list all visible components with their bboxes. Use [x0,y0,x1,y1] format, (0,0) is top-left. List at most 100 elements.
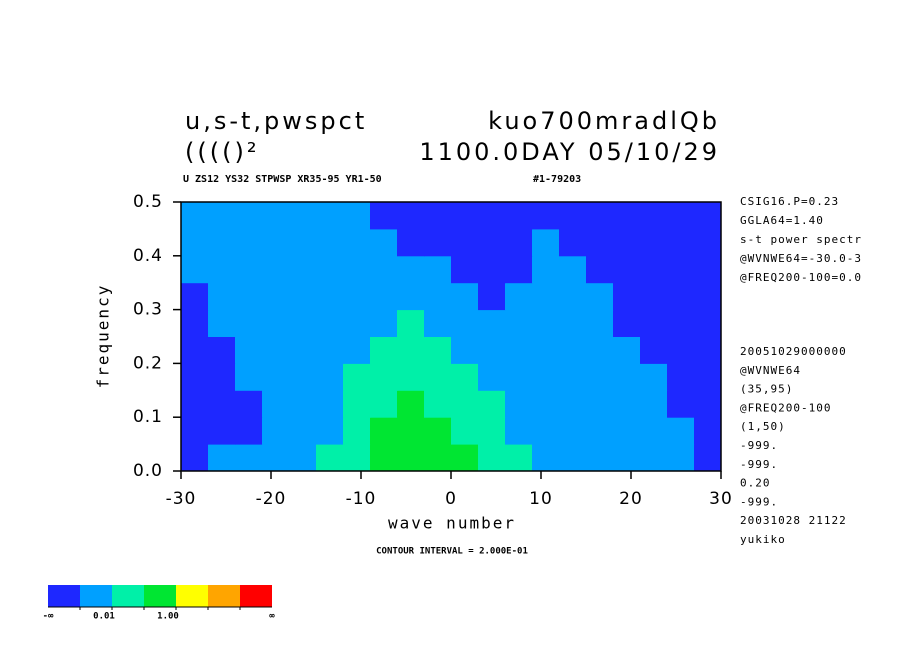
contour-cell [289,444,317,472]
contour-cell [181,363,209,391]
contour-cell [505,363,533,391]
contour-cell [181,255,209,284]
contour-cell [451,417,479,445]
contour-cell [370,336,398,364]
contour-cell [316,282,344,311]
contour-cell [289,336,317,364]
contour-cell [640,390,668,418]
contour-cell [613,228,641,257]
note: GGLA64=1.40 [740,214,824,227]
contour-cell [478,255,506,284]
contour-cell [262,309,290,337]
contour-cell [181,417,209,445]
contour-cell [289,282,317,311]
contour-cell [424,444,452,472]
contour-cell [694,228,722,257]
contour-cell [397,336,425,364]
x-tick-label: 20 [619,489,643,509]
contour-cell [262,444,290,472]
colorbar-label: -∞ [43,612,54,622]
contour-cell [235,228,263,257]
x-tick-label: 0 [445,489,457,509]
subtitle-right: #1-79203 [533,174,581,185]
contour-cell [586,390,614,418]
contour-cell [667,363,695,391]
contour-cell [451,228,479,257]
contour-cell [424,255,452,284]
contour-cell [343,282,371,311]
x-tick-label: -30 [166,489,197,509]
contour-cell [532,309,560,337]
y-tick-label: 0.0 [133,461,163,481]
contour-cell [208,363,236,391]
contour-cell [343,444,371,472]
contour-cell [613,417,641,445]
contour-cell [262,282,290,311]
contour-cell [586,336,614,364]
contour-cell [424,336,452,364]
contour-cell [667,309,695,337]
contour-cell [694,309,722,337]
x-tick-label: -10 [346,489,377,509]
contour-cell [532,417,560,445]
contour-cell [640,202,668,230]
contour-cell [613,202,641,230]
contour-cell [181,202,209,230]
contour-cell [235,417,263,445]
contour-cell [613,363,641,391]
y-tick-label: 0.5 [133,192,163,212]
contour-cell [505,282,533,311]
contour-cell [694,282,722,311]
note: @WVNWE64=-30.0-3 [740,252,862,265]
contour-cell [640,282,668,311]
x-tick-label: 10 [529,489,553,509]
contour-cell [316,390,344,418]
contour-cell [208,390,236,418]
y-tick-label: 0.4 [133,246,163,266]
contour-cell [235,255,263,284]
colorbar-box [80,585,112,607]
contour-cell [532,255,560,284]
contour-cell [505,309,533,337]
contour-cell [694,363,722,391]
contour-cell [451,390,479,418]
contour-cell [262,228,290,257]
contour-cell [451,363,479,391]
contour-cell [397,255,425,284]
y-tick-label: 0.1 [133,407,163,427]
contour-cell [289,309,317,337]
contour-cell [478,336,506,364]
contour-cell [640,309,668,337]
x-tick-label: 30 [709,489,733,509]
contour-cell [289,363,317,391]
x-axis-label: wave number [388,514,516,533]
colorbar-label: 0.01 [93,612,115,622]
contour-cell [262,417,290,445]
contour-cell [181,309,209,337]
contour-cell [613,444,641,472]
contour-cell [586,444,614,472]
contour-cell [640,444,668,472]
title-left: u,s-t,pwspct [185,107,367,135]
contour-cell [343,417,371,445]
contour-cell [289,255,317,284]
contour-cell [208,444,236,472]
contour-cell [343,336,371,364]
contour-cell [289,202,317,230]
contour-cell [505,255,533,284]
x-tick-label: -20 [256,489,287,509]
contour-cell [451,202,479,230]
contour-cell [478,417,506,445]
contour-cell [370,228,398,257]
colorbar-label: ∞ [269,612,275,622]
contour-cell [586,309,614,337]
contour-cell [694,202,722,230]
contour-cell [181,336,209,364]
contour-cell [397,228,425,257]
contour-cell [505,417,533,445]
contour-cell [235,202,263,230]
contour-cell [343,255,371,284]
contour-cell [181,444,209,472]
contour-cell [694,390,722,418]
